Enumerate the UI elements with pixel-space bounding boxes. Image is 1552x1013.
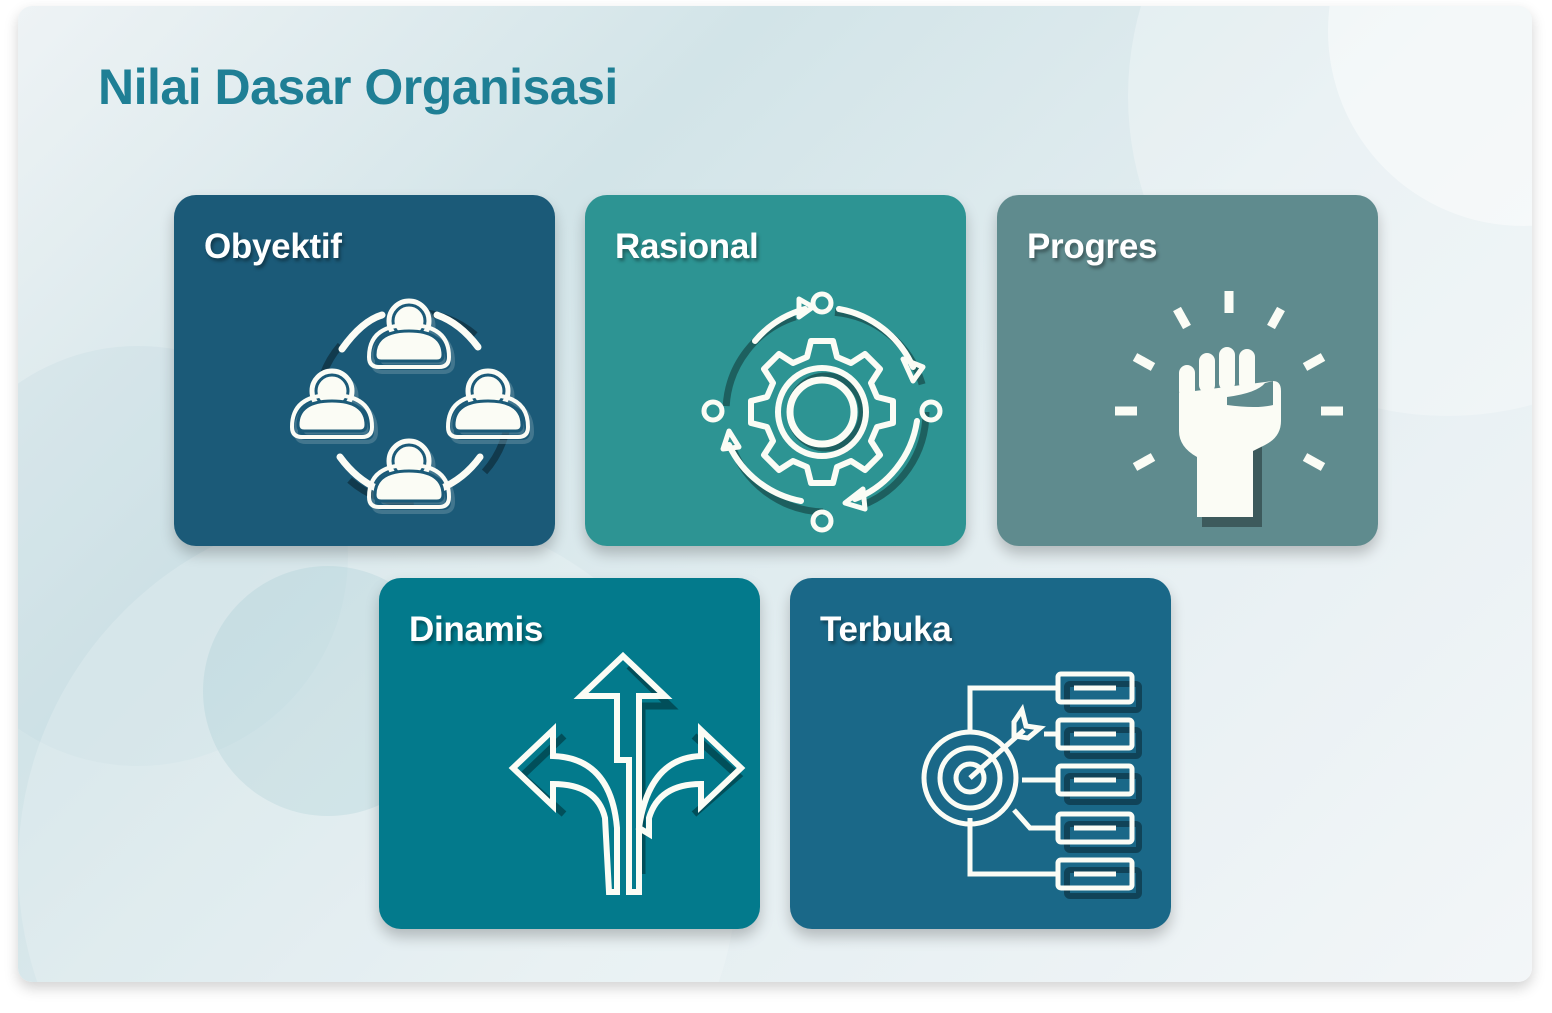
card-title: Dinamis [409, 610, 544, 649]
card-title: Rasional [615, 227, 759, 266]
target-flowchart-icon [921, 671, 1142, 899]
background-circle-decoration [1328, 6, 1532, 226]
card-title: Terbuka [820, 610, 952, 649]
card-title: Obyektif [204, 227, 342, 266]
card-obyektif: Obyektif [174, 195, 555, 546]
team-circle-icon [290, 299, 534, 514]
card-dinamis: Dinamis [379, 578, 760, 929]
card-progres: Progres [997, 195, 1378, 546]
raised-fist-icon [1115, 291, 1343, 527]
card-rasional: Rasional [585, 195, 966, 546]
slide: Nilai Dasar Organisasi Obyektif [18, 6, 1532, 982]
gear-cycle-icon [701, 291, 943, 533]
card-title: Progres [1027, 227, 1158, 266]
diverging-arrows-icon [508, 651, 746, 895]
card-terbuka: Terbuka [790, 578, 1171, 929]
page-title: Nilai Dasar Organisasi [98, 59, 618, 115]
